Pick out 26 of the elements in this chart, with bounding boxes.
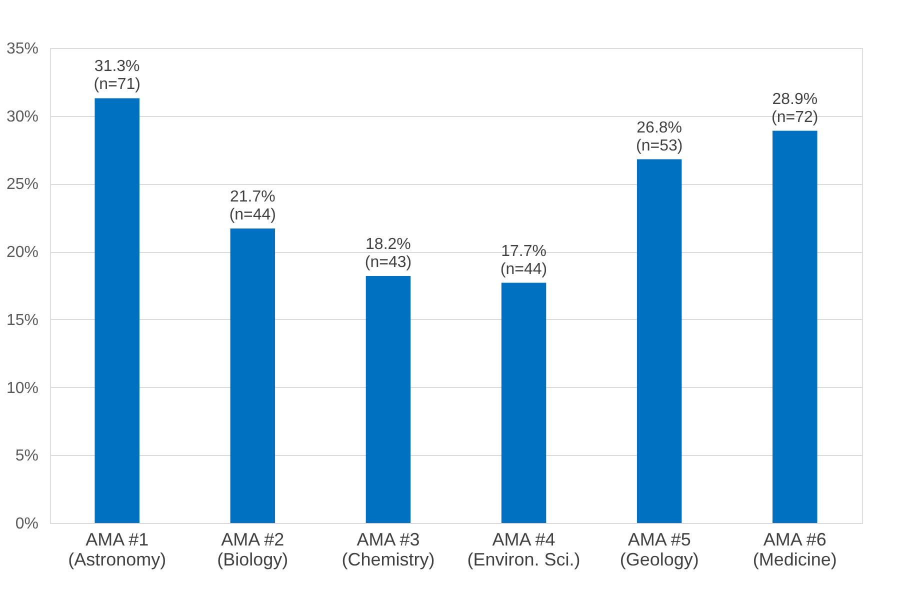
y-tick-label: 15% bbox=[6, 312, 38, 329]
data-label: 17.7% (n=44) bbox=[500, 242, 548, 278]
data-label: 18.2% (n=43) bbox=[364, 236, 412, 271]
data-label: 28.9% (n=72) bbox=[772, 90, 818, 126]
bar bbox=[230, 228, 276, 523]
x-tick-label: AMA #2 (Biology) bbox=[217, 530, 288, 570]
bar bbox=[501, 282, 546, 523]
data-label: 21.7% (n=44) bbox=[229, 188, 276, 224]
x-tick-label: AMA #4 (Environ. Sci.) bbox=[467, 530, 580, 570]
data-label: 26.8% (n=53) bbox=[636, 119, 683, 154]
y-tick-label: 0% bbox=[15, 516, 38, 532]
x-tick-label: AMA #1 (Astronomy) bbox=[68, 530, 166, 570]
bar bbox=[94, 98, 140, 523]
bar bbox=[772, 130, 818, 523]
bar bbox=[366, 276, 411, 523]
data-label: 31.3% (n=71) bbox=[94, 58, 140, 94]
x-tick-label: AMA #5 (Geology) bbox=[620, 530, 699, 570]
y-tick-label: 30% bbox=[6, 108, 38, 126]
y-tick-label: 35% bbox=[6, 40, 38, 58]
y-tick-label: 25% bbox=[6, 176, 38, 194]
x-tick-label: AMA #6 (Medicine) bbox=[752, 530, 837, 570]
x-tick-label: AMA #3 (Chemistry) bbox=[342, 530, 435, 570]
y-tick-label: 10% bbox=[6, 380, 38, 397]
y-tick-label: 5% bbox=[15, 448, 38, 465]
bar bbox=[636, 159, 682, 523]
y-tick-label: 20% bbox=[6, 244, 38, 262]
